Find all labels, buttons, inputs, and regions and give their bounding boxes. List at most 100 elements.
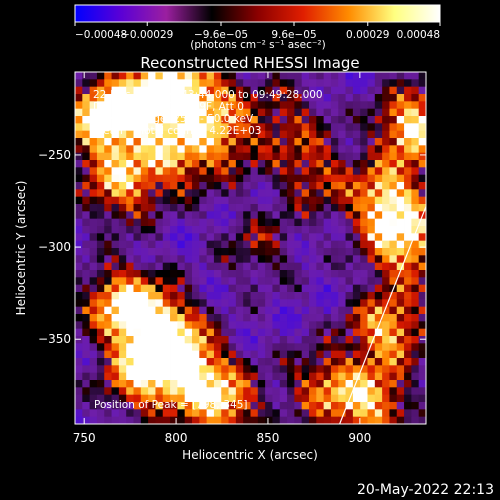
heatmap-cell <box>213 292 222 300</box>
heatmap-cell <box>294 116 303 124</box>
heatmap-cell <box>118 233 127 242</box>
heatmap-cell <box>367 358 376 366</box>
heatmap-cell <box>235 284 244 293</box>
heatmap-cell <box>279 204 288 212</box>
heatmap-cell <box>404 130 412 139</box>
heatmap-cell <box>382 204 390 212</box>
heatmap-cell <box>155 394 164 403</box>
heatmap-cell <box>104 343 112 352</box>
heatmap-cell <box>184 160 193 168</box>
colorbar-tick-label: −0.00048 <box>75 29 127 41</box>
chart-title: Reconstructed RHESSI Image <box>140 54 359 72</box>
heatmap-cell <box>89 196 98 205</box>
heatmap-cell <box>82 101 91 110</box>
heatmap-cell <box>111 380 120 388</box>
heatmap-cell <box>170 72 178 80</box>
heatmap-cell <box>272 255 281 264</box>
heatmap-cells <box>75 72 426 424</box>
heatmap-cell <box>389 218 398 227</box>
heatmap-cell <box>257 123 266 132</box>
heatmap-cell <box>411 387 420 396</box>
heatmap-cell <box>155 387 164 396</box>
heatmap-cell <box>126 343 134 352</box>
heatmap-cell <box>279 372 288 381</box>
heatmap-cell <box>411 182 420 190</box>
heatmap-cell <box>396 409 405 418</box>
heatmap-cell <box>104 211 112 220</box>
heatmap-cell <box>243 226 251 234</box>
heatmap-cell <box>396 211 405 220</box>
heatmap-cell <box>323 101 332 110</box>
heatmap-cell <box>184 94 193 102</box>
heatmap-cell <box>374 101 383 110</box>
heatmap-cell <box>272 306 281 315</box>
heatmap-cell <box>221 343 229 352</box>
heatmap-cell <box>118 358 127 366</box>
heatmap-cell <box>155 358 164 366</box>
heatmap-cell <box>294 402 303 410</box>
heatmap-cell <box>104 116 112 124</box>
heatmap-cell <box>118 255 127 264</box>
heatmap-cell <box>330 86 339 95</box>
heatmap-cell <box>206 152 215 161</box>
heatmap-cell <box>316 204 325 212</box>
heatmap-cell <box>338 402 346 410</box>
heatmap-cell <box>352 365 361 374</box>
heatmap-cell <box>162 387 171 396</box>
heatmap-cell <box>235 123 244 132</box>
heatmap-cell <box>104 196 112 205</box>
heatmap-cell <box>155 350 164 359</box>
heatmap-cell <box>360 343 368 352</box>
heatmap-cell <box>316 167 325 176</box>
heatmap-cell <box>148 394 156 403</box>
heatmap-cell <box>192 365 200 374</box>
heatmap-cell <box>411 270 420 278</box>
heatmap-cell <box>89 255 98 264</box>
heatmap-cell <box>221 130 229 139</box>
heatmap-cell <box>352 86 361 95</box>
heatmap-cell <box>133 182 142 190</box>
heatmap-cell <box>316 123 325 132</box>
heatmap-cell <box>330 108 339 117</box>
heatmap-cell <box>228 292 237 300</box>
heatmap-cell <box>279 160 288 168</box>
heatmap-cell <box>206 262 215 271</box>
heatmap-cell <box>148 145 156 154</box>
heatmap-cell <box>309 292 317 300</box>
heatmap-cell <box>316 270 325 278</box>
heatmap-cell <box>250 358 259 366</box>
heatmap-cell <box>96 270 105 278</box>
heatmap-cell <box>221 292 229 300</box>
heatmap-cell <box>111 116 120 124</box>
heatmap-cell <box>235 350 244 359</box>
heatmap-cell <box>192 314 200 322</box>
heatmap-cell <box>323 328 332 337</box>
heatmap-cell <box>177 138 186 146</box>
heatmap-cell <box>148 72 156 80</box>
heatmap-cell <box>404 196 412 205</box>
heatmap-cell <box>221 248 229 256</box>
heatmap-cell <box>360 306 368 315</box>
heatmap-cell <box>133 292 142 300</box>
heatmap-cell <box>411 94 420 102</box>
heatmap-cell <box>235 167 244 176</box>
heatmap-cell <box>323 240 332 249</box>
heatmap-cell <box>265 130 273 139</box>
heatmap-cell <box>272 270 281 278</box>
heatmap-cell <box>396 262 405 271</box>
heatmap-cell <box>199 101 208 110</box>
heatmap-cell <box>228 182 237 190</box>
heatmap-cell <box>96 321 105 330</box>
heatmap-cell <box>382 101 390 110</box>
heatmap-cell <box>155 277 164 286</box>
heatmap-cell <box>82 372 91 381</box>
heatmap-cell <box>279 299 288 308</box>
heatmap-cell <box>294 336 303 344</box>
heatmap-cell <box>389 138 398 146</box>
heatmap-cell <box>148 240 156 249</box>
heatmap-cell <box>345 343 354 352</box>
heatmap-cell <box>396 416 405 424</box>
heatmap-cell <box>162 321 171 330</box>
heatmap-cell <box>345 130 354 139</box>
heatmap-cell <box>140 409 149 418</box>
